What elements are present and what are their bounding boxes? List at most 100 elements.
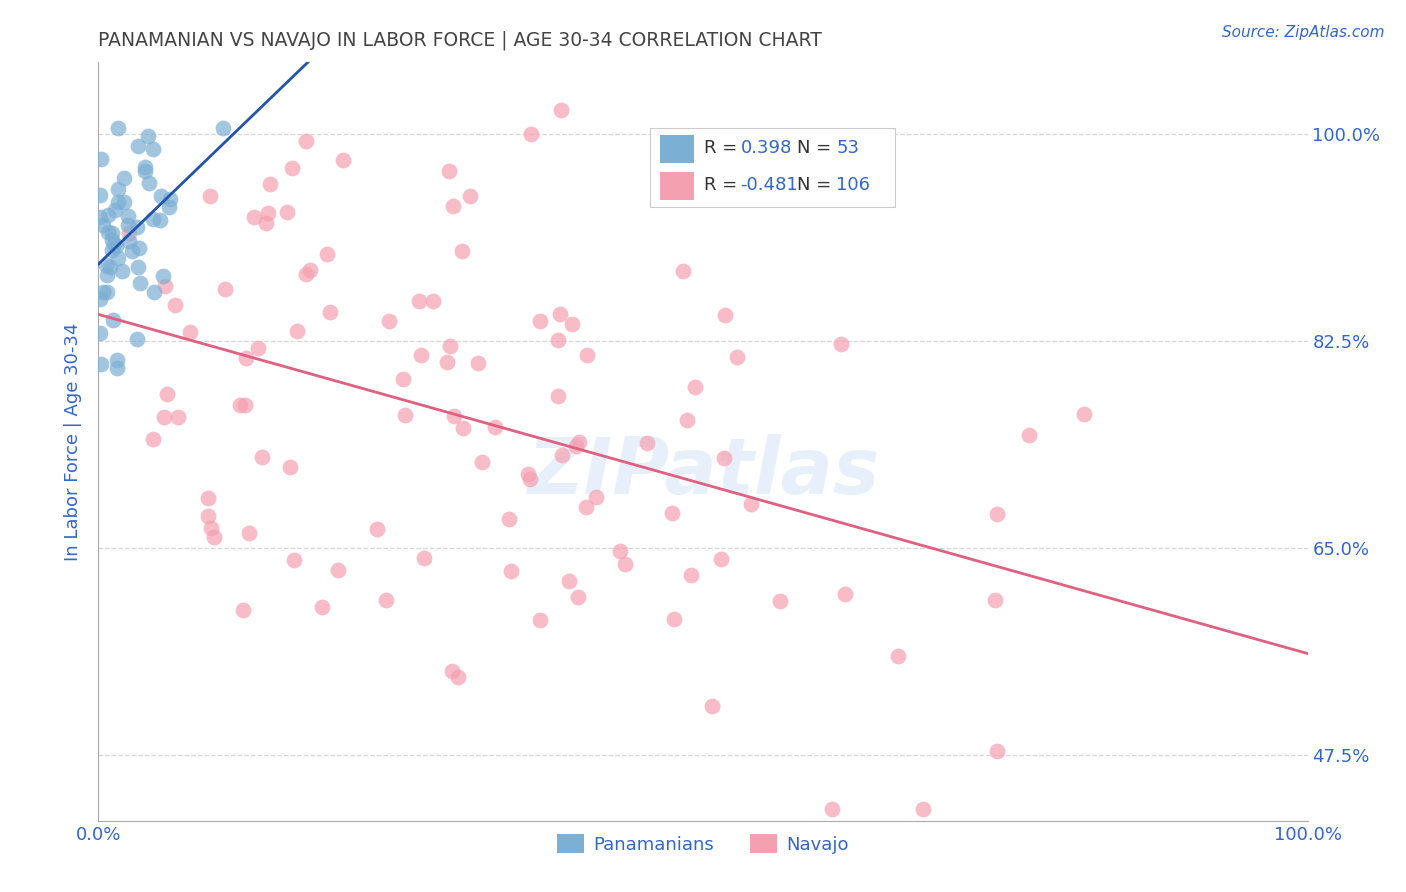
Point <box>326 563 349 577</box>
Point <box>467 356 489 370</box>
Point <box>740 497 762 511</box>
Point <box>548 307 571 321</box>
Point <box>159 192 181 206</box>
Point <box>247 342 270 356</box>
Point <box>107 120 129 135</box>
Point <box>117 209 139 223</box>
Point <box>725 350 748 364</box>
Point <box>672 264 695 278</box>
Point <box>142 211 165 226</box>
Point <box>89 211 111 225</box>
Point <box>411 348 433 362</box>
Point <box>107 182 129 196</box>
Legend: Panamanians, Navajo: Panamanians, Navajo <box>550 827 856 861</box>
Point <box>200 521 222 535</box>
Point <box>484 420 506 434</box>
Point <box>100 243 122 257</box>
Point <box>609 544 631 558</box>
Text: 53: 53 <box>837 139 859 157</box>
Point <box>575 348 598 362</box>
Point <box>443 409 465 423</box>
Point <box>198 188 221 202</box>
Point <box>156 387 179 401</box>
Point <box>232 603 254 617</box>
Point <box>702 699 724 714</box>
Point <box>197 509 219 524</box>
Point <box>101 226 124 240</box>
Text: 0.398: 0.398 <box>741 139 792 157</box>
Point <box>830 337 852 351</box>
Point <box>243 210 266 224</box>
Point <box>254 217 277 231</box>
Point <box>149 189 172 203</box>
Point <box>105 352 128 367</box>
Point <box>470 455 492 469</box>
Point <box>93 218 115 232</box>
Point <box>101 313 124 327</box>
Text: N =: N = <box>797 177 831 194</box>
Point <box>378 314 401 328</box>
Point <box>118 226 141 240</box>
Point <box>529 314 551 328</box>
Point <box>107 194 129 209</box>
Point <box>89 187 111 202</box>
Text: -0.481: -0.481 <box>741 177 799 194</box>
Point <box>127 219 149 234</box>
Point <box>662 612 685 626</box>
Point <box>713 308 735 322</box>
Point <box>422 294 444 309</box>
Point <box>121 244 143 259</box>
Point <box>214 282 236 296</box>
Point <box>197 491 219 505</box>
Point <box>276 204 298 219</box>
Point <box>366 523 388 537</box>
Point <box>228 398 250 412</box>
Point <box>112 170 135 185</box>
Bar <box>659 172 695 201</box>
Point <box>458 189 481 203</box>
Point <box>567 590 589 604</box>
Point <box>107 251 129 265</box>
Point <box>101 234 124 248</box>
Point <box>96 258 118 272</box>
Point <box>636 435 658 450</box>
Bar <box>659 135 695 163</box>
Point <box>520 127 543 141</box>
Point <box>96 285 118 299</box>
Point <box>439 339 461 353</box>
Point <box>283 552 305 566</box>
Point <box>90 357 112 371</box>
Point <box>501 564 523 578</box>
Point <box>392 372 415 386</box>
FancyBboxPatch shape <box>650 128 896 207</box>
Point <box>202 530 225 544</box>
Point <box>252 450 274 465</box>
Point <box>111 264 134 278</box>
Point <box>127 138 149 153</box>
Point <box>451 244 474 258</box>
Point <box>408 294 430 309</box>
Point <box>614 558 637 572</box>
Point <box>89 326 111 340</box>
Point <box>547 333 569 347</box>
Point <box>984 593 1007 607</box>
Point <box>439 163 461 178</box>
Point <box>97 225 120 239</box>
Point <box>294 267 316 281</box>
Point <box>412 551 434 566</box>
Point <box>89 292 111 306</box>
Point <box>394 408 416 422</box>
Point <box>834 587 856 601</box>
Point <box>167 410 190 425</box>
Point <box>212 120 235 135</box>
Point <box>441 665 464 679</box>
Point <box>143 285 166 299</box>
Point <box>986 744 1008 758</box>
Point <box>105 361 128 376</box>
Text: R =: R = <box>703 139 737 157</box>
Point <box>149 213 172 227</box>
Point <box>152 269 174 284</box>
Point <box>681 568 703 582</box>
Point <box>165 298 187 312</box>
Point <box>519 472 541 486</box>
